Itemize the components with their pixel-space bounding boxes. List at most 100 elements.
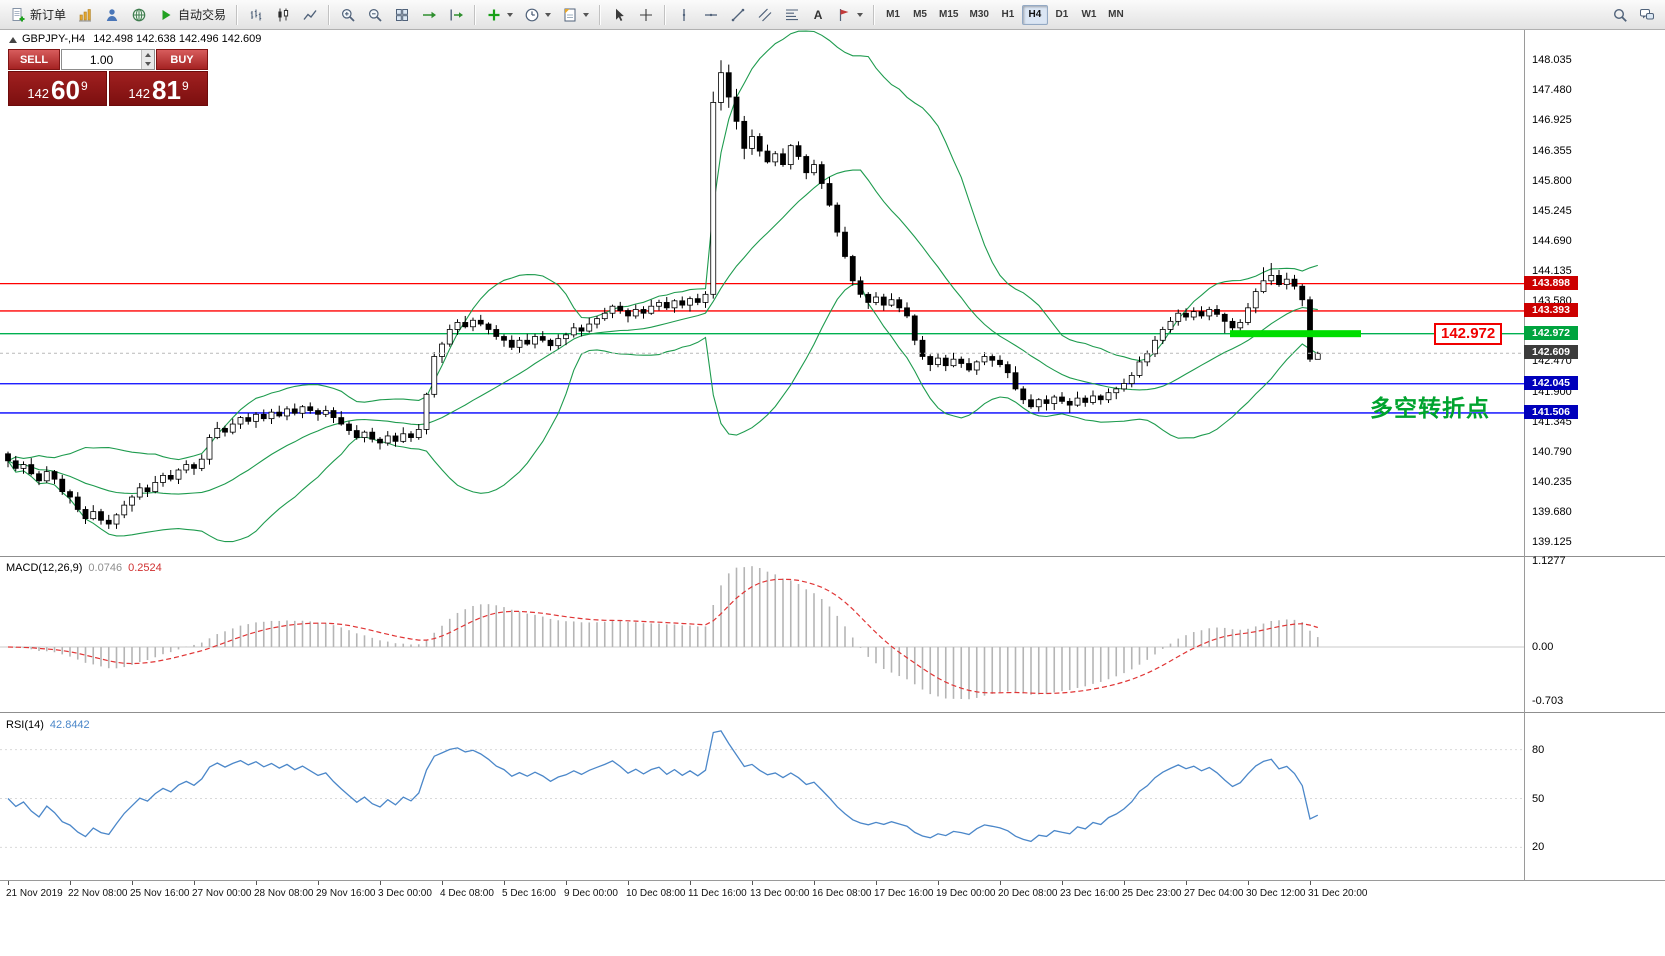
text-tool-button[interactable]: A [806,3,830,27]
candles [5,60,1321,529]
price-level-badge: 142.972 [1524,325,1578,340]
period-button-w1[interactable]: W1 [1081,9,1097,20]
rsi-pane[interactable] [0,715,1524,880]
new-order-label: 新订单 [30,8,67,22]
time-tick-label: 16 Dec 08:00 [812,888,872,899]
macd-pane[interactable] [0,559,1524,712]
candlestick-mode-button[interactable] [270,3,296,27]
turning-point-annotation[interactable]: 多空转折点 [1370,395,1490,421]
periods-menu-button[interactable] [519,3,556,27]
toolbar: 新订单 自动交易 [0,0,1665,30]
price-level-badge: 143.393 [1524,302,1578,317]
tile-windows-icon [396,8,409,21]
time-tick-label: 5 Dec 16:00 [502,888,556,899]
macd-value: 0.0746 [88,562,123,574]
terminal-button[interactable] [126,3,152,27]
time-tick [256,881,257,885]
buy-price-display[interactable]: 142 81 9 [109,71,208,106]
period-button-m5[interactable]: M5 [913,9,927,20]
time-tick [318,881,319,885]
period-button-m30[interactable]: M30 [969,9,989,20]
price-scale[interactable]: 148.035 147.480 146.925 146.355 145.800 145.2… [1524,0,1665,956]
price-tick-label: 145.800 [1532,174,1572,187]
price-level-tag[interactable]: 142.972 [1434,323,1503,345]
volume-increase-button[interactable] [142,50,154,60]
indicators-button[interactable] [481,3,518,27]
templates-button[interactable] [557,3,594,27]
buy-button[interactable]: BUY [156,49,208,70]
time-tick-label: 29 Nov 16:00 [316,888,376,899]
trendline-tool-button[interactable] [725,3,751,27]
chat-button[interactable] [1634,3,1660,27]
pane-separator[interactable] [0,556,1665,558]
time-scale[interactable]: 21 Nov 2019 22 Nov 08:00 25 Nov 16:00 27 No… [0,880,1665,902]
time-tick-label: 31 Dec 20:00 [1308,888,1368,899]
horizontal-line-tool-button[interactable] [698,3,724,27]
search-button[interactable] [1607,3,1633,27]
indicators-plus-icon [488,9,500,20]
time-tick [752,881,753,885]
market-watch-icon [106,8,118,21]
cursor-tool-button[interactable] [606,3,632,27]
zoom-out-button[interactable] [362,3,388,27]
period-button-d1[interactable]: D1 [1055,9,1069,20]
fibonacci-tool-button[interactable] [779,3,805,27]
macd-scale-label: -0.703 [1532,694,1564,707]
time-tick [690,881,691,885]
price-tick-label: 145.245 [1532,204,1572,217]
period-button-m1[interactable]: M1 [886,9,900,20]
price-tick-label: 140.235 [1532,475,1572,488]
zoom-in-button[interactable] [335,3,361,27]
macd-indicator-label: MACD(12,26,9) 0.0746 0.2524 [6,562,162,574]
time-tick [504,881,505,885]
crosshair-tool-button[interactable] [633,3,659,27]
chart-shift-button[interactable] [443,3,469,27]
rsi-scale-label: 80 [1532,743,1545,756]
tile-windows-button[interactable] [389,3,415,27]
sell-price-point: 9 [80,79,88,93]
arrows-tool-button[interactable] [831,3,868,27]
period-button-m15[interactable]: M15 [939,9,959,20]
sell-price-display[interactable]: 142 60 9 [8,71,107,106]
time-tick [1248,881,1249,885]
pane-separator[interactable] [0,712,1665,714]
chevron-down-icon [583,12,590,17]
volume-input[interactable] [62,50,141,69]
period-button-h1[interactable]: H1 [1001,9,1015,20]
sell-button[interactable]: SELL [8,49,60,70]
auto-scroll-button[interactable] [416,3,442,27]
one-click-panel-toggle[interactable] [9,37,17,43]
toolbar-separator [873,4,876,25]
time-tick-label: 21 Nov 2019 [6,888,63,899]
autotrading-label: 自动交易 [178,8,227,22]
bar-chart-mode-button[interactable] [243,3,269,27]
volume-decrease-button[interactable] [142,59,154,69]
period-button-mn[interactable]: MN [1108,9,1124,20]
new-order-button[interactable]: 新订单 [5,3,71,27]
toolbar-separator [664,4,667,25]
time-tick-label: 23 Dec 16:00 [1060,888,1120,899]
line-chart-mode-button[interactable] [297,3,323,27]
time-tick [1124,881,1125,885]
main-chart[interactable] [0,30,1524,556]
charts-button[interactable] [72,3,98,27]
channel-tool-button[interactable] [752,3,778,27]
time-tick-label: 9 Dec 00:00 [564,888,618,899]
time-tick-label: 27 Dec 04:00 [1184,888,1244,899]
toolbar-separator [599,4,602,25]
period-button-h4[interactable]: H4 [1021,4,1048,25]
auto-scroll-icon [423,11,437,18]
price-tick-label: 146.355 [1532,144,1572,157]
bar-chart-icon [250,9,262,20]
time-tick-label: 28 Nov 08:00 [254,888,314,899]
market-watch-button[interactable] [99,3,125,27]
crosshair-icon [640,8,653,21]
time-tick-label: 19 Dec 00:00 [936,888,996,899]
time-tick-label: 13 Dec 00:00 [750,888,810,899]
price-scale-border [1524,30,1525,880]
symbol-timeframe: GBPJPY-,H4 [22,33,86,45]
autotrading-button[interactable]: 自动交易 [153,3,231,27]
vertical-line-tool-button[interactable] [671,3,697,27]
up-arrow-icon [145,52,151,57]
